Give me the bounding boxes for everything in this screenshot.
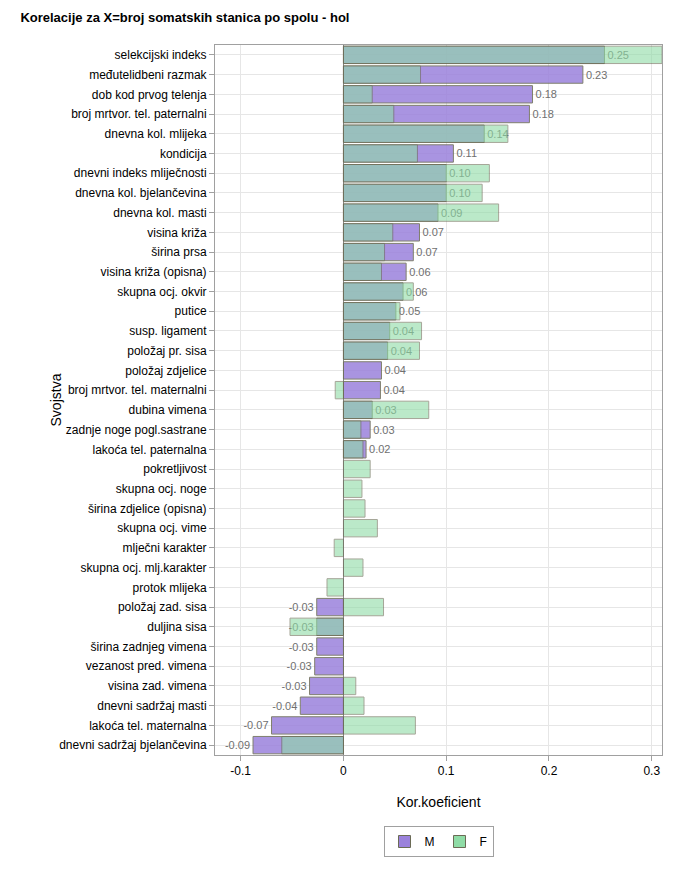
svg-text:skupna ocj. vime: skupna ocj. vime [117,521,207,535]
svg-text:0.18: 0.18 [536,88,557,100]
svg-text:Kor.koeficient: Kor.koeficient [396,794,480,810]
svg-text:-0.03: -0.03 [289,601,314,613]
svg-text:0.1: 0.1 [438,764,455,778]
svg-text:0.14: 0.14 [487,128,508,140]
svg-text:0.10: 0.10 [449,167,470,179]
svg-text:mlječni karakter: mlječni karakter [123,541,207,555]
svg-text:-0.03: -0.03 [281,680,306,692]
svg-text:dnevni indeks mliječnosti: dnevni indeks mliječnosti [74,166,207,180]
svg-text:skupna ocj. okvir: skupna ocj. okvir [117,285,206,299]
svg-text:susp. ligament: susp. ligament [129,324,207,338]
svg-text:Svojstva: Svojstva [48,373,64,426]
svg-text:0.04: 0.04 [391,345,412,357]
svg-text:lakoća tel. paternalna: lakoća tel. paternalna [93,443,207,457]
svg-text:Korelacije za X=broj somatskih: Korelacije za X=broj somatskih stanica p… [20,10,349,25]
svg-text:širina prsa: širina prsa [151,245,207,259]
svg-text:lakoća tel. maternalna: lakoća tel. maternalna [89,719,207,733]
svg-text:dnevna kol. masti: dnevna kol. masti [113,206,206,220]
svg-text:položaj pr. sisa: položaj pr. sisa [127,344,207,358]
svg-text:0.06: 0.06 [409,266,430,278]
svg-text:širina zdjelice (opisna): širina zdjelice (opisna) [88,502,207,516]
svg-text:0: 0 [340,764,347,778]
svg-text:0.09: 0.09 [441,207,462,219]
svg-text:-0.1: -0.1 [230,764,251,778]
svg-text:dnevni sadržaj bjelančevina: dnevni sadržaj bjelančevina [59,738,207,752]
svg-text:0.11: 0.11 [456,147,477,159]
svg-text:dubina vimena: dubina vimena [129,403,207,417]
svg-text:dnevni sadržaj masti: dnevni sadržaj masti [97,699,206,713]
svg-text:0.03: 0.03 [373,424,394,436]
svg-text:-0.07: -0.07 [243,719,268,731]
svg-text:0.10: 0.10 [449,187,470,199]
svg-text:dob kod prvog telenja: dob kod prvog telenja [92,88,207,102]
svg-text:0.3: 0.3 [643,764,660,778]
svg-text:širina zadnjeg vimena: širina zadnjeg vimena [91,640,207,654]
svg-text:broj mrtvor. tel. maternalni: broj mrtvor. tel. maternalni [68,383,207,397]
svg-text:0.04: 0.04 [393,325,414,337]
svg-text:-0.03: -0.03 [289,621,314,633]
svg-text:0.04: 0.04 [383,384,404,396]
svg-text:visina križa (opisna): visina križa (opisna) [101,265,207,279]
svg-text:visina križa: visina križa [147,226,207,240]
svg-text:skupna ocj. noge: skupna ocj. noge [116,482,207,496]
svg-text:0.06: 0.06 [406,286,427,298]
svg-text:-0.04: -0.04 [272,700,297,712]
svg-text:0.23: 0.23 [586,69,607,81]
svg-text:položaj zdjelice: položaj zdjelice [125,364,207,378]
svg-text:kondicija: kondicija [160,147,207,161]
svg-text:F: F [480,835,487,849]
svg-text:putice: putice [175,304,207,318]
svg-text:zadnje noge pogl.sastrane: zadnje noge pogl.sastrane [66,423,207,437]
svg-text:0.07: 0.07 [416,246,437,258]
svg-text:-0.09: -0.09 [225,739,250,751]
svg-text:M: M [425,835,435,849]
svg-text:skupna ocj. mlj.karakter: skupna ocj. mlj.karakter [81,561,207,575]
svg-text:međutelidbeni razmak: međutelidbeni razmak [89,68,207,82]
svg-text:pokretljivost: pokretljivost [143,462,207,476]
svg-text:0.2: 0.2 [541,764,558,778]
svg-text:-0.03: -0.03 [287,660,312,672]
svg-text:položaj zad. sisa: položaj zad. sisa [118,600,207,614]
svg-text:dnevna kol. mlijeka: dnevna kol. mlijeka [105,127,207,141]
svg-text:visina zad. vimena: visina zad. vimena [108,679,207,693]
svg-text:0.07: 0.07 [422,226,443,238]
svg-text:duljina sisa: duljina sisa [147,620,207,634]
svg-text:0.04: 0.04 [384,364,405,376]
svg-text:0.02: 0.02 [369,443,390,455]
svg-text:0.25: 0.25 [607,49,628,61]
svg-text:-0.03: -0.03 [289,641,314,653]
svg-text:0.03: 0.03 [375,404,396,416]
svg-text:dnevna kol. bjelančevina: dnevna kol. bjelančevina [75,186,207,200]
svg-text:selekcijski indeks: selekcijski indeks [115,48,207,62]
svg-text:broj mrtvor. tel. paternalni: broj mrtvor. tel. paternalni [71,107,206,121]
svg-text:vezanost pred. vimena: vezanost pred. vimena [86,659,207,673]
svg-text:0.18: 0.18 [532,108,553,120]
svg-text:0.05: 0.05 [399,305,420,317]
svg-text:protok mlijeka: protok mlijeka [133,581,207,595]
